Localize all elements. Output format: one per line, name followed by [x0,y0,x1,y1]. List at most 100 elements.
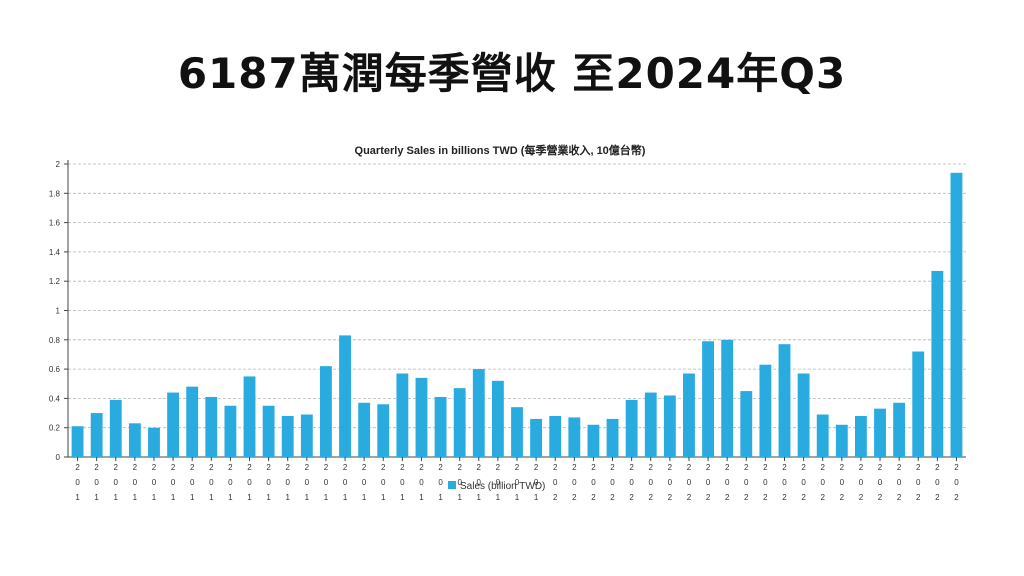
x-tick-label: 1 [133,493,138,502]
bar [778,344,791,457]
bar [205,396,218,457]
x-tick-label: 2 [840,463,845,472]
x-tick-label: 0 [916,478,921,487]
x-tick-label: 0 [668,478,673,487]
grid-lines [68,163,966,429]
legend: Sales (billion TWD) [448,481,545,492]
bar [396,373,409,457]
x-tick-label: 2 [744,493,749,502]
x-tick-label: 1 [209,493,214,502]
x-tick-label: 2 [629,493,634,502]
x-tick-label: 0 [438,478,443,487]
x-tick-label: 2 [171,463,176,472]
bar [148,427,160,457]
x-tick-label: 0 [343,478,348,487]
x-tick-label: 2 [840,493,845,502]
x-tick-label: 2 [152,463,157,472]
x-tick-label: 2 [801,493,806,502]
x-tick-label: 0 [954,478,959,487]
x-tick-label: 2 [859,463,864,472]
bar [339,335,351,457]
x-tick-label: 0 [591,478,596,487]
x-tick-label: 2 [381,463,386,472]
y-tick-label: 1 [56,307,61,316]
x-tick-label: 2 [763,463,768,472]
y-tick-label: 1.4 [49,248,61,257]
x-tick-label: 0 [305,478,310,487]
x-tick-label: 0 [897,478,902,487]
bar [816,414,829,457]
x-tick-label: 2 [305,463,310,472]
bar [835,424,848,457]
x-tick-label: 1 [400,493,405,502]
bar [262,405,275,457]
x-tick-label: 2 [629,463,634,472]
bar [472,369,485,457]
x-tick-label: 0 [477,478,482,487]
y-tick-label: 0 [56,453,61,462]
x-tick-label: 0 [381,478,386,487]
x-tick-label: 2 [610,463,615,472]
bar [71,426,84,457]
x-tick-label: 1 [305,493,310,502]
x-tick-label: 2 [801,463,806,472]
x-tick-label: 1 [515,493,520,502]
bar [606,418,619,457]
bar [625,399,638,457]
x-tick-label: 2 [649,463,654,472]
bar [281,415,294,457]
x-tick-label: 0 [859,478,864,487]
bar [109,399,122,457]
x-tick-label: 2 [916,493,921,502]
bar [511,407,523,457]
x-tick-label: 2 [209,463,214,472]
x-tick-label: 2 [591,463,596,472]
bar [568,417,581,457]
x-tick-label: 1 [362,493,367,502]
x-tick-label: 0 [457,478,462,487]
x-tick-label: 1 [343,493,348,502]
bars [71,172,963,458]
x-tick-label: 0 [247,478,252,487]
x-tick-label: 0 [266,478,271,487]
headline: 6187萬潤每季營收 至2024年Q3 [177,49,847,98]
x-tick-label: 2 [228,463,233,472]
bar [549,415,562,457]
x-tick-label: 1 [534,493,539,502]
x-tick-label: 0 [190,478,195,487]
x-tick-label: 0 [362,478,367,487]
x-tick-label: 2 [75,463,80,472]
x-tick-label: 2 [534,463,539,472]
x-tick-label: 0 [553,478,558,487]
bar [167,392,180,457]
x-tick-label: 2 [572,463,577,472]
bar [491,380,504,457]
bar [300,414,313,457]
x-tick-label: 2 [343,463,348,472]
x-tick-label: 0 [706,478,711,487]
x-tick-label: 1 [152,493,157,502]
x-tick-label: 0 [763,478,768,487]
x-tick-label: 2 [247,463,252,472]
bar [759,364,772,457]
x-tick-label: 0 [534,478,539,487]
bar [434,396,447,457]
x-tick-label: 0 [725,478,730,487]
x-tick-label: 2 [782,463,787,472]
x-tick-label: 0 [687,478,692,487]
x-tick-label: 0 [419,478,424,487]
x-tick-label: 2 [859,493,864,502]
x-tick-label: 0 [782,478,787,487]
x-tick-label: 1 [114,493,119,502]
x-tick-label: 1 [94,493,99,502]
x-tick-label: 2 [324,463,329,472]
x-tick-label: 0 [840,478,845,487]
x-tick-label: 2 [916,463,921,472]
bar [224,405,237,457]
bar [243,376,256,457]
x-tick-label: 0 [75,478,80,487]
x-tick-label: 2 [878,493,883,502]
x-tick-label: 2 [954,463,959,472]
x-tick-label: 2 [419,463,424,472]
x-tick-label: 2 [114,463,119,472]
